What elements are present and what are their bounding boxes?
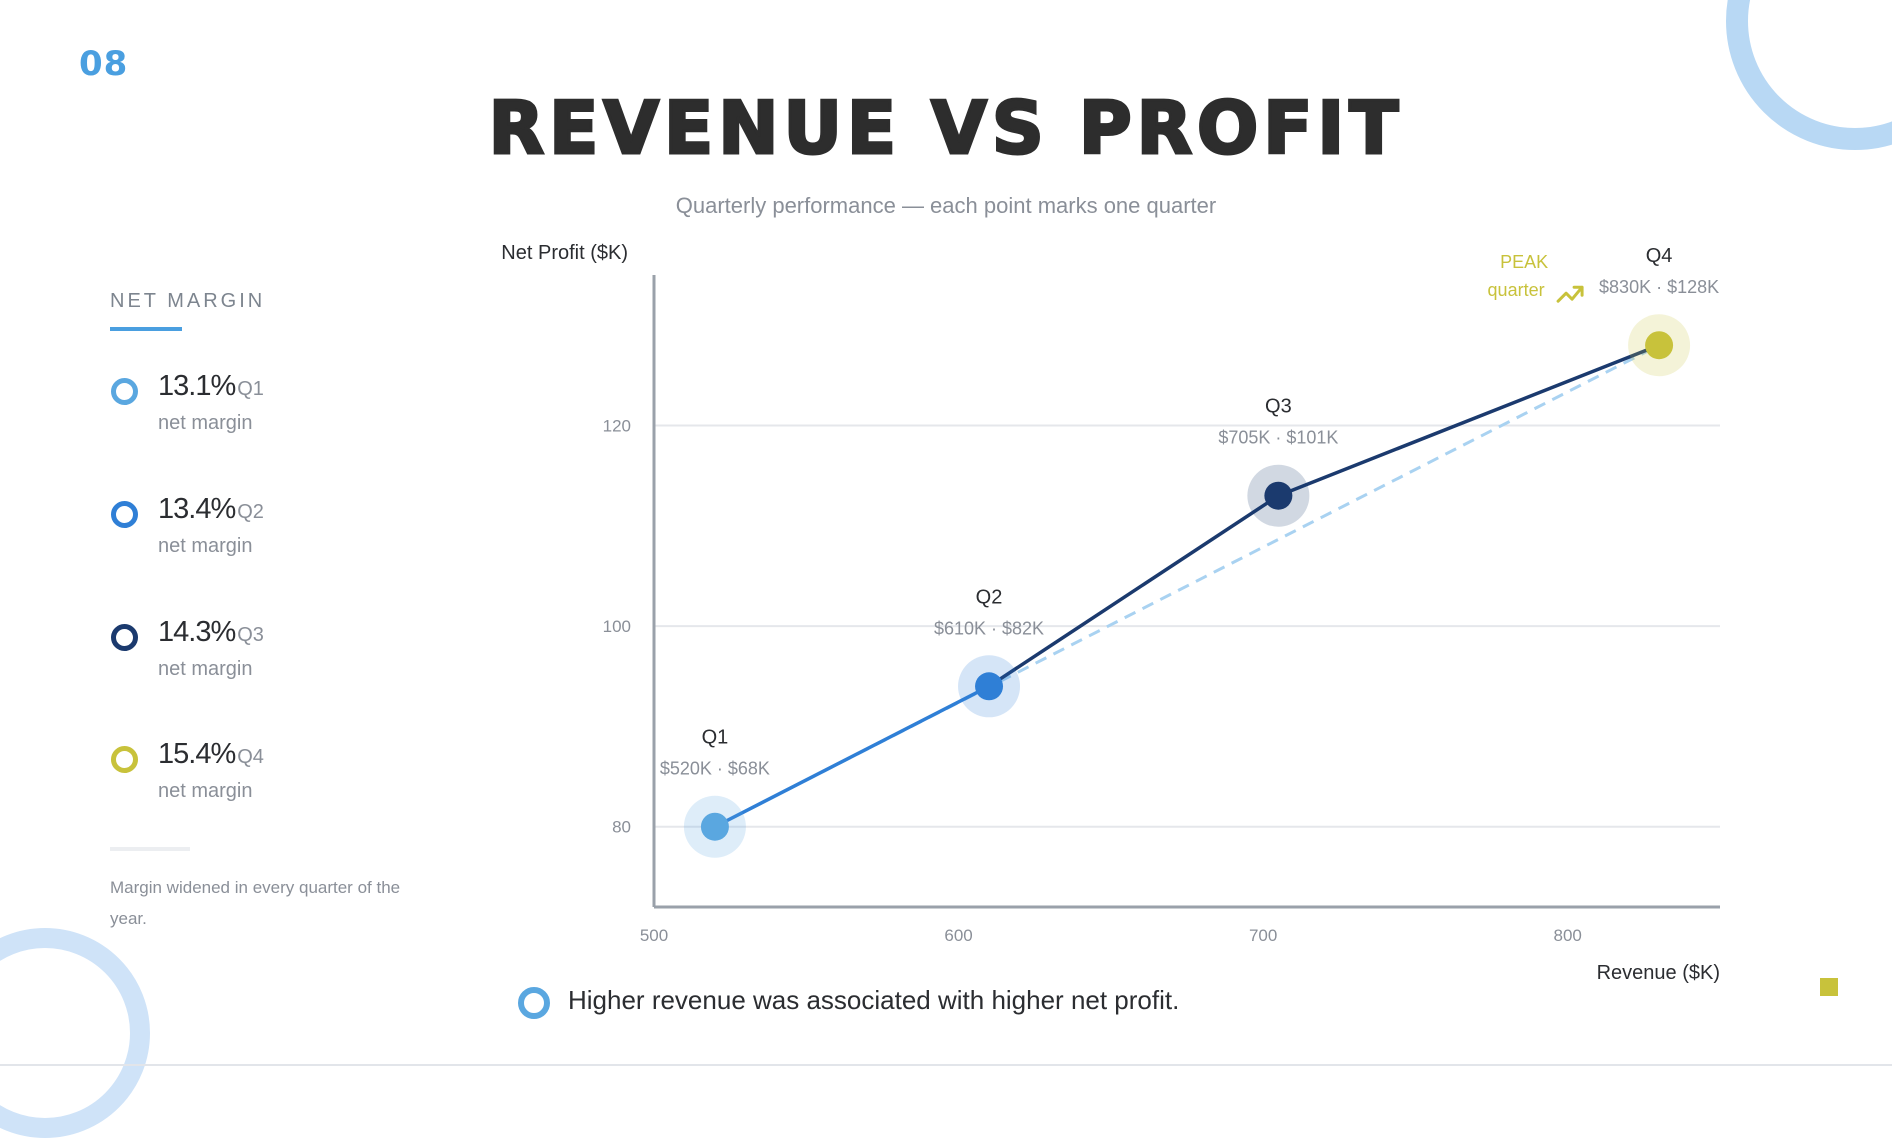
margin-caption: net margin xyxy=(158,535,253,557)
margin-caption: net margin xyxy=(158,658,253,680)
peak-callout-line2: quarter xyxy=(1488,280,1545,300)
slide-title: REVENUE VS PROFIT xyxy=(487,85,1404,172)
margin-value: 13.4% xyxy=(158,493,236,525)
margin-caption: net margin xyxy=(158,412,253,434)
decorative-square xyxy=(1820,978,1838,996)
margin-item-q3: 14.3% Q3 net margin xyxy=(110,616,440,716)
y-tick-labels: 80 100 120 xyxy=(603,416,631,836)
margin-item-q4: 15.4% Q4 net margin xyxy=(110,738,440,838)
point-annotation: $830K · $128K xyxy=(1599,277,1719,297)
trend-up-icon xyxy=(1556,285,1584,303)
sidebar-divider xyxy=(110,847,190,851)
y-tick-label: 80 xyxy=(612,818,631,837)
data-point-q4: Q4 $830K · $128K xyxy=(1599,245,1719,377)
margin-quarter: Q2 xyxy=(237,501,264,523)
x-tick-label: 800 xyxy=(1554,926,1582,945)
point-label: Q4 xyxy=(1646,245,1673,267)
gridlines xyxy=(654,424,1720,828)
ring-icon xyxy=(111,378,138,405)
point-marker xyxy=(1645,331,1674,360)
data-point-q1: Q1 $520K · $68K xyxy=(660,727,770,858)
bottom-rule xyxy=(0,1064,1892,1066)
connecting-segments xyxy=(714,343,1660,829)
x-tick-label: 500 xyxy=(640,926,668,945)
x-axis-title: Revenue ($K) xyxy=(1597,962,1720,984)
y-axis-title: Net Profit ($K) xyxy=(501,242,628,264)
point-annotation: $705K · $101K xyxy=(1218,428,1338,448)
y-tick-label: 120 xyxy=(603,416,631,435)
y-tick-label: 100 xyxy=(603,617,631,636)
x-tick-label: 600 xyxy=(944,926,972,945)
series-segment xyxy=(988,494,1280,688)
margin-item-q2: 13.4% Q2 net margin xyxy=(110,493,440,593)
margin-value: 15.4% xyxy=(158,738,236,770)
margin-quarter: Q4 xyxy=(237,746,264,768)
point-marker xyxy=(975,672,1004,701)
heading-underline xyxy=(110,327,182,331)
point-marker xyxy=(1264,481,1293,510)
slide-number: 08 xyxy=(79,44,129,84)
peak-callout: PEAK quarter xyxy=(1488,252,1584,303)
sidebar-note: Margin widened in every quarter of the y… xyxy=(110,878,401,928)
point-marker xyxy=(700,812,729,841)
point-label: Q2 xyxy=(976,586,1003,608)
ring-icon xyxy=(111,746,138,773)
peak-callout-line1: PEAK xyxy=(1500,252,1548,272)
margin-item-q1: 13.1% Q1 net margin xyxy=(110,370,440,470)
x-tick-label: 700 xyxy=(1249,926,1277,945)
data-point-q3: Q3 $705K · $101K xyxy=(1218,396,1338,527)
x-tick-labels: 500 600 700 800 xyxy=(640,926,1582,945)
slide-subtitle: Quarterly performance — each point marks… xyxy=(675,193,1217,218)
margin-quarter: Q3 xyxy=(237,624,264,646)
point-label: Q1 xyxy=(702,727,729,749)
margin-value: 13.1% xyxy=(158,370,236,402)
point-label: Q3 xyxy=(1265,396,1292,418)
takeaway-text: Higher revenue was associated with highe… xyxy=(568,985,1180,1015)
data-points: Q1 $520K · $68K Q2 $610K · $82K Q3 $705K · $1… xyxy=(660,245,1719,858)
point-annotation: $610K · $82K xyxy=(934,618,1044,638)
series-segment xyxy=(1277,343,1660,498)
point-annotation: $520K · $68K xyxy=(660,759,770,779)
trendline xyxy=(714,343,1660,829)
revenue-profit-chart: 80 100 120 500 600 700 800 Net Profit ($K) Re… xyxy=(501,242,1720,984)
ring-icon xyxy=(518,987,550,1019)
data-point-q2: Q2 $610K · $82K xyxy=(934,586,1044,718)
margin-caption: net margin xyxy=(158,780,253,802)
margin-quarter: Q1 xyxy=(237,378,264,400)
net-margin-heading: NET MARGIN xyxy=(110,290,266,312)
ring-icon xyxy=(111,501,138,528)
series-segment xyxy=(714,684,990,829)
net-margin-panel: NET MARGIN 13.1% Q1 net margin 13.4% Q2 ne… xyxy=(110,290,440,928)
margin-value: 14.3% xyxy=(158,616,236,648)
ring-icon xyxy=(111,624,138,651)
